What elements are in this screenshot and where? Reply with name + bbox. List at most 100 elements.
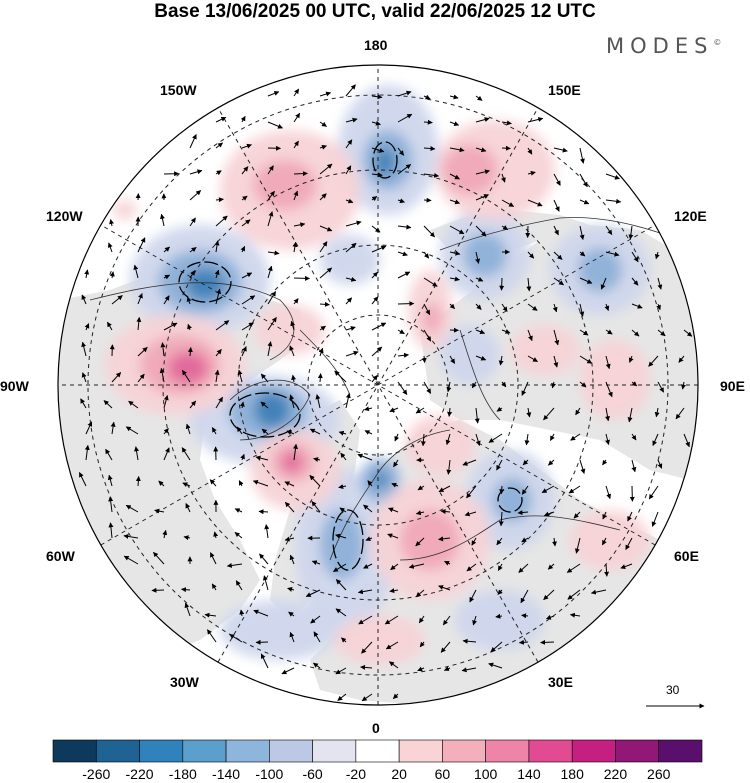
wind-vector (293, 275, 310, 281)
wind-vector (446, 459, 452, 475)
wind-vector (289, 554, 295, 565)
wind-vector (415, 589, 425, 598)
wind-vector (163, 246, 170, 253)
wind-vector (651, 511, 659, 527)
wind-vector (371, 172, 383, 178)
colorbar-tick-label: 60 (434, 766, 451, 782)
wind-vector (631, 329, 640, 337)
wind-vector (137, 237, 146, 253)
wind-vector (215, 215, 228, 227)
wind-vector (319, 144, 327, 150)
wind-vector (495, 613, 503, 619)
colorbar-swatch-6 (269, 739, 313, 763)
wind-vector (499, 277, 505, 291)
wind-vector (397, 251, 408, 257)
anomaly-blob-15 (463, 233, 507, 277)
wind-vector (390, 563, 399, 571)
contour-5 (497, 487, 523, 513)
wind-vector (335, 608, 347, 617)
wind-vector (289, 394, 295, 409)
wind-vector (397, 198, 405, 204)
wind-vector (605, 225, 613, 236)
wind-vector (215, 396, 224, 409)
wind-vector (240, 245, 246, 253)
wind-vector (226, 562, 243, 568)
wind-vector (181, 587, 191, 593)
wind-vector (292, 241, 298, 253)
wind-vector (215, 349, 222, 357)
wind-vector (335, 533, 347, 539)
wind-vector (241, 166, 249, 175)
wind-vector (526, 277, 532, 292)
wind-vector (318, 347, 324, 357)
wind-vector (103, 400, 113, 409)
wind-vector (423, 303, 431, 316)
wind-vector (163, 447, 170, 461)
wind-vector (579, 459, 586, 474)
wind-vector (625, 537, 633, 551)
wind-vector (133, 264, 139, 279)
wind-vector (80, 398, 87, 409)
wind-vector (260, 653, 269, 669)
wind-vector (189, 134, 197, 149)
wind-vector (657, 381, 665, 393)
wind-vector (501, 199, 515, 207)
contour-3 (229, 392, 301, 438)
wind-vector (363, 504, 373, 513)
wind-vector (213, 531, 219, 539)
wind-vector (319, 163, 333, 175)
wind-vector (501, 225, 509, 231)
wind-vector (397, 224, 412, 230)
wind-vector (443, 666, 451, 671)
wind-vector (498, 511, 504, 527)
wind-vector (423, 277, 438, 287)
wind-vector (108, 496, 114, 513)
wind-vector (421, 355, 427, 364)
wind-vector (234, 532, 243, 539)
wind-vector (527, 329, 533, 342)
wind-vector (573, 511, 581, 519)
wind-vector (293, 140, 299, 149)
wind-vector (449, 199, 461, 205)
wind-vector (521, 381, 529, 396)
wind-vector (241, 346, 247, 357)
wind-vector (78, 472, 87, 487)
wind-vector (345, 117, 358, 123)
anomaly-blob-44 (113, 200, 137, 220)
wind-vector (293, 443, 298, 461)
longitude-label-120w: 120W (46, 208, 83, 224)
map-border (57, 64, 699, 706)
wind-vector (552, 303, 558, 313)
wind-vector (267, 265, 273, 279)
anomaly-blob-37 (422, 303, 442, 333)
wind-vector (240, 453, 245, 461)
wind-vector (345, 392, 351, 409)
wind-vector (543, 407, 555, 421)
wind-vector (423, 329, 432, 342)
longitude-label-120e: 120E (674, 208, 707, 224)
wind-vector (371, 120, 381, 126)
wind-vector (181, 447, 191, 461)
wind-vector (185, 423, 191, 435)
wind-vector (566, 563, 581, 573)
wind-vector (423, 172, 440, 178)
longitude-label-90w: 90W (0, 378, 29, 394)
wind-vector (683, 433, 690, 448)
wind-vector (286, 430, 295, 436)
wind-vector (488, 662, 503, 669)
wind-vector (338, 484, 347, 490)
wind-vector (605, 485, 612, 500)
wind-vector (234, 508, 243, 513)
wind-vector (543, 511, 555, 517)
anomaly-blob-25 (253, 160, 317, 210)
wind-vector (527, 199, 543, 207)
wind-vector (163, 295, 170, 305)
wind-vector (579, 199, 590, 205)
colorbar-tick-label: 220 (603, 766, 628, 782)
wind-vector (579, 329, 589, 336)
colorbar-tick-label: -180 (168, 766, 197, 782)
wind-vector (683, 329, 693, 337)
wind-vector (605, 355, 611, 370)
wind-vector (371, 225, 381, 233)
